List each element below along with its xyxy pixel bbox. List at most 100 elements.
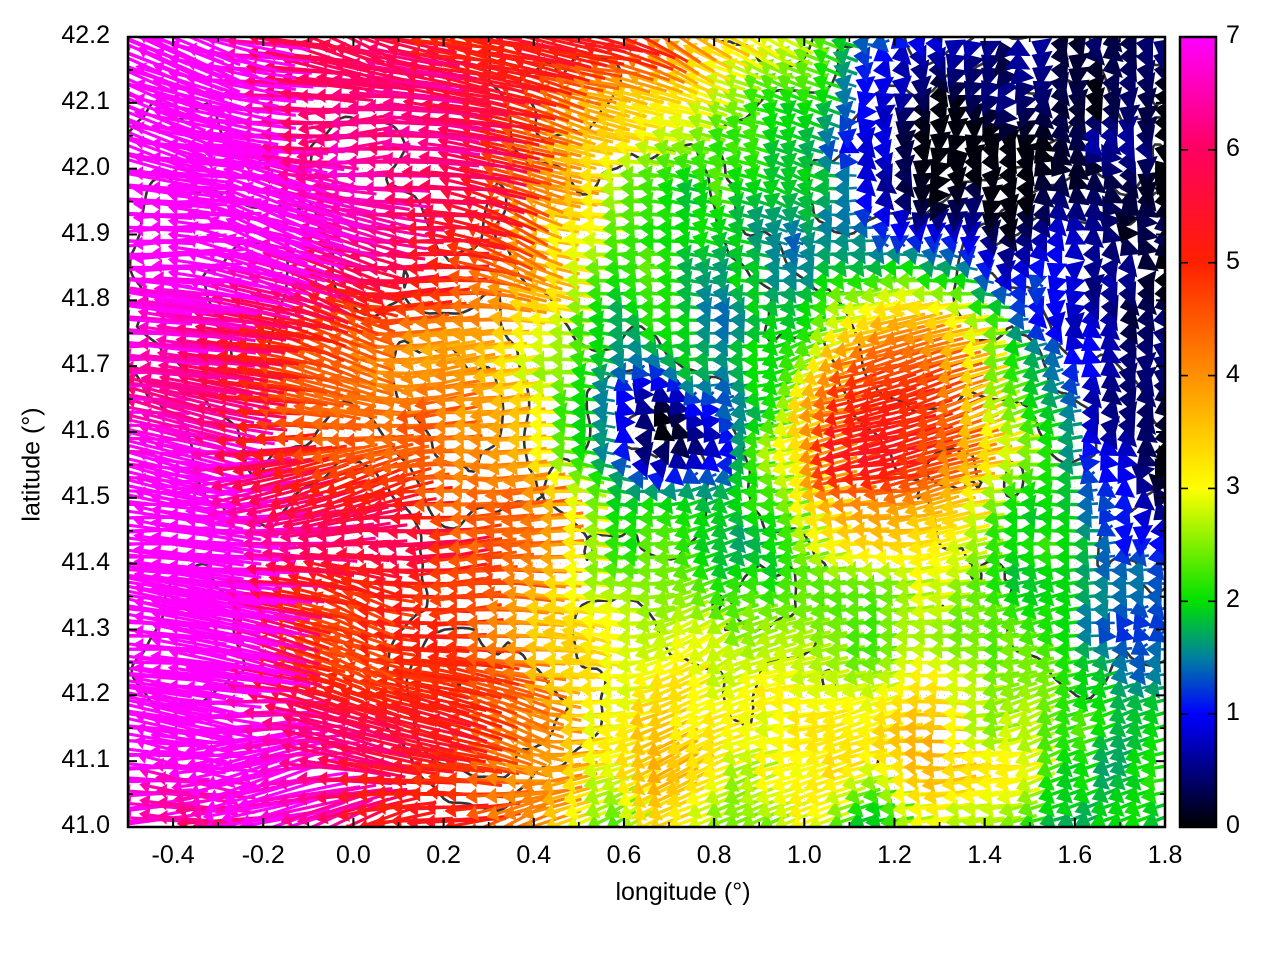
- y-tick-label: 41.0: [61, 811, 110, 839]
- wind-arrow: [700, 718, 749, 741]
- wind-arrow: [753, 773, 799, 793]
- wind-arrow: [1111, 637, 1133, 660]
- wind-arrow: [297, 754, 392, 778]
- colorbar-tick-label: 3: [1226, 472, 1240, 501]
- wind-arrow: [308, 798, 374, 827]
- wind-arrow: [822, 694, 869, 714]
- colorbar-tick-label: 4: [1226, 359, 1240, 388]
- wind-arrow: [410, 664, 486, 683]
- wind-arrow: [580, 734, 627, 753]
- wind-arrow: [786, 707, 836, 726]
- wind-arrow: [503, 797, 566, 821]
- y-tick-label: 41.5: [61, 481, 110, 510]
- wind-arrow: [786, 721, 836, 739]
- wind-arrow: [1016, 692, 1056, 714]
- wind-arrow: [1016, 704, 1055, 727]
- wind-arrow: [752, 761, 801, 779]
- y-tick-label: 41.8: [61, 284, 110, 313]
- y-tick-label: 41.2: [61, 679, 110, 708]
- wind-arrow: [720, 679, 764, 701]
- wind-arrow: [128, 698, 192, 714]
- wind-arrow: [1142, 810, 1165, 827]
- wind-arrow: [1091, 744, 1118, 764]
- wind-arrow: [736, 693, 782, 714]
- wind-arrow: [770, 720, 817, 739]
- wind-arrow: [977, 773, 1025, 792]
- x-tick-label: 1.8: [1147, 841, 1183, 869]
- wind-arrow: [581, 720, 626, 739]
- wind-arrow: [1092, 770, 1118, 790]
- wind-arrow: [840, 706, 886, 727]
- wind-arrow: [770, 733, 817, 752]
- wind-arrow: [1109, 678, 1135, 698]
- y-tick-label: 42.0: [61, 152, 110, 181]
- y-tick-label: 42.2: [61, 21, 110, 49]
- wind-arrow: [826, 799, 865, 819]
- wind-arrow: [1142, 691, 1165, 712]
- wind-arrow: [128, 796, 192, 811]
- y-tick-label: 41.1: [61, 745, 110, 774]
- y-tick-label: 41.9: [61, 218, 110, 247]
- wind-arrow: [858, 693, 902, 714]
- wind-arrow: [739, 771, 780, 793]
- wind-arrow: [1143, 678, 1165, 699]
- wind-arrow: [539, 760, 598, 780]
- wind-arrow: [128, 589, 209, 610]
- wind-arrow: [633, 653, 677, 675]
- colorbar-tick-label: 1: [1226, 698, 1240, 727]
- wind-arrow: [296, 791, 392, 826]
- wind-arrow: [752, 681, 801, 700]
- wind-arrow: [464, 662, 535, 685]
- y-tick-label: 42.1: [61, 86, 110, 115]
- wind-arrow: [581, 707, 626, 726]
- wind-arrow: [560, 637, 613, 658]
- colorbar-tick-label: 0: [1226, 811, 1240, 839]
- wind-arrow: [264, 700, 355, 727]
- wind-arrow: [504, 599, 565, 616]
- wind-arrow: [737, 747, 781, 766]
- wind-arrow: [741, 811, 778, 827]
- wind-arrow: [805, 695, 851, 713]
- wind-arrow: [908, 799, 956, 818]
- colorbar-tick-label: 6: [1226, 133, 1240, 162]
- wind-arrow: [1092, 757, 1118, 777]
- y-tick-label: 41.4: [61, 547, 110, 576]
- wind-arrow: [820, 757, 871, 781]
- wind-arrow: [653, 614, 693, 635]
- wind-arrow: [808, 811, 850, 827]
- wind-arrow: [1139, 771, 1165, 792]
- wind-arrow: [1142, 705, 1165, 725]
- wind-arrow: [486, 796, 548, 822]
- colorbar-tick-label: 2: [1226, 585, 1240, 614]
- wind-arrow: [1109, 691, 1135, 712]
- colorbar-tick-label: 7: [1226, 21, 1240, 49]
- wind-arrow: [409, 688, 487, 713]
- y-axis-label: latitude (°): [17, 407, 46, 522]
- wind-arrow: [1140, 758, 1165, 778]
- x-axis-label: longitude (°): [615, 878, 751, 906]
- wind-arrow: [566, 810, 608, 827]
- wind-arrow: [1141, 718, 1165, 739]
- wind-arrow: [739, 760, 780, 779]
- wind-arrow: [804, 707, 853, 727]
- wind-vector-arrows: [128, 37, 1165, 827]
- colorbar-gradient: [1180, 37, 1216, 827]
- y-tick-label: 41.6: [61, 416, 110, 444]
- wind-arrow: [1140, 745, 1165, 765]
- wind-arrow: [1129, 597, 1149, 619]
- wind-arrow: [786, 734, 835, 753]
- y-tick-label: 41.7: [61, 350, 110, 379]
- wind-arrow: [1130, 636, 1150, 656]
- wind-arrow: [706, 622, 744, 649]
- wind-arrow: [736, 680, 782, 701]
- y-tick-label: 41.3: [61, 613, 110, 642]
- wind-arrow: [584, 797, 623, 819]
- wind-arrow: [1142, 797, 1165, 818]
- colorbar-tick-label: 5: [1226, 246, 1240, 275]
- wind-arrow: [1141, 732, 1165, 752]
- wind-arrow: [702, 693, 747, 714]
- wind-arrow: [1057, 810, 1084, 827]
- wind-arrow: [485, 599, 549, 616]
